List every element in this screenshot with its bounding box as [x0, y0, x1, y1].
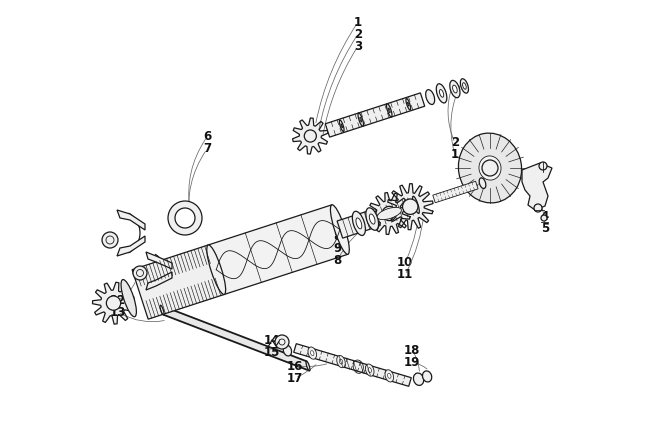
Ellipse shape — [387, 104, 392, 117]
Ellipse shape — [360, 117, 361, 122]
Ellipse shape — [311, 351, 314, 356]
Circle shape — [168, 201, 202, 235]
Circle shape — [107, 296, 121, 310]
Circle shape — [402, 199, 418, 215]
Polygon shape — [369, 192, 410, 234]
Polygon shape — [132, 245, 224, 319]
Circle shape — [102, 232, 118, 248]
Ellipse shape — [458, 133, 521, 203]
Polygon shape — [522, 163, 552, 210]
Ellipse shape — [207, 245, 226, 295]
Ellipse shape — [408, 102, 409, 106]
Text: 14: 14 — [264, 334, 280, 346]
Ellipse shape — [368, 368, 371, 373]
Ellipse shape — [377, 207, 402, 220]
Polygon shape — [117, 210, 145, 230]
Circle shape — [106, 236, 114, 244]
Polygon shape — [337, 196, 419, 238]
Text: 13: 13 — [110, 306, 126, 318]
Text: 7: 7 — [203, 142, 211, 156]
Text: 18: 18 — [404, 343, 420, 357]
Ellipse shape — [283, 345, 292, 356]
Ellipse shape — [463, 83, 466, 89]
Text: 10: 10 — [397, 257, 413, 270]
Text: 1: 1 — [354, 16, 362, 28]
Polygon shape — [387, 184, 433, 230]
Text: 15: 15 — [264, 346, 280, 359]
Text: 17: 17 — [287, 371, 303, 385]
Circle shape — [382, 206, 396, 220]
Circle shape — [175, 208, 195, 228]
Polygon shape — [146, 272, 172, 290]
Ellipse shape — [356, 218, 362, 229]
Ellipse shape — [358, 113, 363, 126]
Circle shape — [136, 270, 144, 276]
Text: 1: 1 — [451, 148, 459, 162]
Text: 3: 3 — [354, 39, 362, 53]
Ellipse shape — [330, 205, 349, 254]
Ellipse shape — [366, 208, 378, 230]
Text: 9: 9 — [333, 243, 341, 256]
Circle shape — [534, 204, 542, 212]
Ellipse shape — [387, 374, 391, 378]
Ellipse shape — [426, 89, 435, 104]
Polygon shape — [92, 282, 134, 324]
Text: 12: 12 — [110, 293, 126, 307]
Polygon shape — [292, 118, 328, 154]
Ellipse shape — [479, 178, 486, 189]
Polygon shape — [208, 205, 348, 294]
Ellipse shape — [450, 81, 460, 98]
Text: 19: 19 — [404, 355, 420, 368]
Ellipse shape — [365, 364, 374, 376]
Ellipse shape — [337, 355, 345, 368]
Text: 11: 11 — [397, 268, 413, 282]
Ellipse shape — [369, 214, 375, 224]
Circle shape — [482, 160, 498, 176]
Polygon shape — [161, 305, 309, 371]
Ellipse shape — [352, 211, 365, 235]
Text: 2: 2 — [451, 137, 459, 150]
Text: 5: 5 — [541, 223, 549, 235]
Circle shape — [279, 339, 285, 345]
Text: 8: 8 — [333, 254, 341, 268]
Ellipse shape — [385, 370, 393, 382]
Text: 4: 4 — [541, 210, 549, 223]
Polygon shape — [117, 236, 145, 256]
Ellipse shape — [436, 84, 447, 103]
Ellipse shape — [339, 120, 344, 131]
Circle shape — [304, 130, 317, 142]
Polygon shape — [325, 93, 424, 137]
Ellipse shape — [422, 371, 432, 382]
Polygon shape — [294, 344, 411, 386]
Ellipse shape — [121, 279, 136, 317]
Polygon shape — [146, 252, 172, 269]
Circle shape — [133, 266, 147, 280]
Ellipse shape — [388, 108, 390, 113]
Ellipse shape — [339, 359, 343, 364]
Ellipse shape — [306, 361, 310, 371]
Ellipse shape — [160, 305, 164, 315]
Ellipse shape — [308, 347, 317, 359]
Circle shape — [539, 162, 547, 170]
Circle shape — [541, 215, 547, 221]
Ellipse shape — [341, 124, 343, 128]
Circle shape — [275, 335, 289, 349]
Ellipse shape — [413, 196, 419, 213]
Text: 2: 2 — [354, 28, 362, 41]
Ellipse shape — [460, 79, 469, 93]
Polygon shape — [433, 181, 478, 203]
Text: 8: 8 — [333, 231, 341, 243]
Ellipse shape — [439, 89, 444, 97]
Ellipse shape — [452, 85, 457, 93]
Ellipse shape — [479, 156, 501, 180]
Text: 6: 6 — [203, 131, 211, 143]
Ellipse shape — [413, 373, 424, 385]
Ellipse shape — [406, 98, 411, 110]
Text: 16: 16 — [287, 360, 303, 373]
